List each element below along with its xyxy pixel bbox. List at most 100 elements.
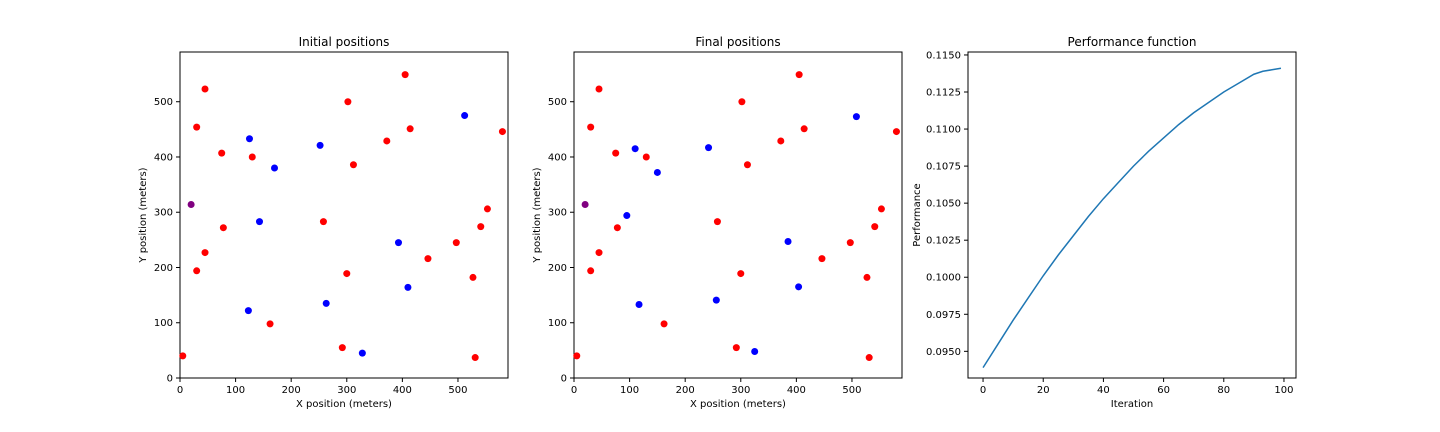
y-tick-label: 0 bbox=[561, 374, 567, 385]
y-tick-label: 100 bbox=[548, 318, 567, 329]
scatter-point-red bbox=[642, 153, 650, 161]
scatter-point-red bbox=[319, 218, 327, 226]
x-tick-label: 300 bbox=[337, 385, 356, 396]
x-tick-label: 100 bbox=[620, 385, 639, 396]
plot-area bbox=[967, 51, 1297, 379]
scatter-point-purple bbox=[581, 201, 589, 209]
y-tick-label: 300 bbox=[548, 208, 567, 219]
y-tick-label: 300 bbox=[154, 208, 173, 219]
scatter-point-blue bbox=[244, 307, 252, 315]
chart-title: Initial positions bbox=[299, 35, 390, 49]
scatter-point-blue bbox=[358, 349, 366, 357]
scatter-point-blue bbox=[316, 141, 324, 149]
y-tick-label: 0.1050 bbox=[926, 199, 961, 210]
scatter-point-blue bbox=[271, 164, 279, 172]
scatter-point-red bbox=[401, 71, 409, 79]
x-tick-label: 200 bbox=[676, 385, 695, 396]
x-tick-label: 500 bbox=[842, 385, 861, 396]
scatter-point-red bbox=[573, 352, 581, 360]
scatter-point-blue bbox=[322, 299, 330, 307]
scatter-point-blue bbox=[653, 168, 661, 176]
x-tick-label: 40 bbox=[1097, 385, 1110, 396]
x-tick-label: 0 bbox=[177, 385, 183, 396]
scatter-point-red bbox=[201, 85, 209, 93]
scatter-point-blue bbox=[394, 239, 402, 247]
scatter-point-red bbox=[471, 354, 479, 362]
scatter-point-blue bbox=[705, 144, 713, 152]
scatter-point-blue bbox=[751, 347, 759, 355]
scatter-point-red bbox=[424, 255, 432, 263]
x-tick-label: 60 bbox=[1157, 385, 1170, 396]
scatter-point-red bbox=[871, 223, 879, 231]
x-axis-label: X position (meters) bbox=[296, 399, 392, 410]
y-tick-label: 400 bbox=[154, 152, 173, 163]
x-axis-label: X position (meters) bbox=[690, 399, 786, 410]
plot-area bbox=[179, 51, 509, 379]
scatter-point-red bbox=[612, 149, 620, 157]
chart-title: Performance function bbox=[1068, 35, 1197, 49]
scatter-point-red bbox=[846, 239, 854, 247]
scatter-point-red bbox=[892, 128, 900, 136]
y-tick-label: 500 bbox=[154, 97, 173, 108]
scatter-point-blue bbox=[795, 283, 803, 291]
scatter-point-red bbox=[732, 344, 740, 352]
y-axis-label: Performance bbox=[912, 183, 923, 246]
scatter-point-red bbox=[738, 98, 746, 106]
scatter-point-blue bbox=[255, 218, 263, 226]
chart-panel-2: Final positions 0 100 200 300 400 500 0 100 200 30… bbox=[532, 35, 903, 410]
chart-panel-3: Performance function 0 20 40 60 80 100 0.0950 0.… bbox=[912, 35, 1297, 410]
y-axis-label: Y position (meters) bbox=[138, 167, 149, 263]
x-tick-label: 20 bbox=[1037, 385, 1050, 396]
scatter-point-red bbox=[877, 205, 885, 213]
scatter-point-red bbox=[498, 128, 506, 136]
x-tick-label: 100 bbox=[1274, 385, 1293, 396]
x-tick-label: 300 bbox=[731, 385, 750, 396]
scatter-point-red bbox=[406, 125, 414, 133]
y-tick-label: 200 bbox=[154, 263, 173, 274]
series-line bbox=[982, 67, 1282, 369]
scatter-point-red bbox=[800, 125, 808, 133]
x-tick-label: 80 bbox=[1217, 385, 1230, 396]
y-tick-label: 0 bbox=[167, 374, 173, 385]
scatter-point-red bbox=[613, 224, 621, 232]
scatter-point-red bbox=[344, 98, 352, 106]
chart-title: Final positions bbox=[695, 35, 780, 49]
y-tick-label: 0.1100 bbox=[926, 125, 961, 136]
y-tick-label: 0.1025 bbox=[926, 236, 961, 247]
scatter-point-red bbox=[713, 218, 721, 226]
scatter-point-blue bbox=[635, 301, 643, 309]
y-axis-label: Y position (meters) bbox=[532, 167, 543, 263]
scatter-point-purple bbox=[187, 201, 195, 209]
y-tick-label: 0.1000 bbox=[926, 273, 961, 284]
x-tick-label: 0 bbox=[571, 385, 577, 396]
scatter-point-red bbox=[777, 137, 785, 145]
x-tick-label: 200 bbox=[282, 385, 301, 396]
scatter-point-red bbox=[863, 273, 871, 281]
scatter-point-red bbox=[587, 267, 595, 275]
x-axis-label: Iteration bbox=[1111, 399, 1153, 410]
scatter-point-red bbox=[248, 153, 256, 161]
x-tick-label: 400 bbox=[787, 385, 806, 396]
scatter-point-red bbox=[349, 161, 357, 169]
scatter-point-red bbox=[743, 161, 751, 169]
scatter-point-blue bbox=[784, 238, 792, 246]
plot-area bbox=[573, 51, 903, 379]
scatter-point-red bbox=[193, 123, 201, 131]
scatter-point-red bbox=[477, 223, 485, 231]
scatter-point-blue bbox=[245, 135, 253, 143]
scatter-point-red bbox=[595, 85, 603, 93]
scatter-point-red bbox=[595, 249, 603, 257]
y-tick-label: 0.0950 bbox=[926, 347, 961, 358]
scatter-point-red bbox=[660, 320, 668, 328]
scatter-point-red bbox=[483, 205, 491, 213]
y-tick-label: 100 bbox=[154, 318, 173, 329]
scatter-point-blue bbox=[852, 113, 860, 121]
y-tick-label: 0.0975 bbox=[926, 310, 961, 321]
scatter-point-blue bbox=[461, 112, 469, 120]
scatter-point-red bbox=[179, 352, 187, 360]
y-tick-label: 200 bbox=[548, 263, 567, 274]
scatter-point-red bbox=[818, 255, 826, 263]
y-tick-label: 0.1125 bbox=[926, 88, 961, 99]
chart-panel-1: Initial positions 0 100 200 300 400 500 0 100 200… bbox=[138, 35, 509, 410]
scatter-point-red bbox=[452, 239, 460, 247]
